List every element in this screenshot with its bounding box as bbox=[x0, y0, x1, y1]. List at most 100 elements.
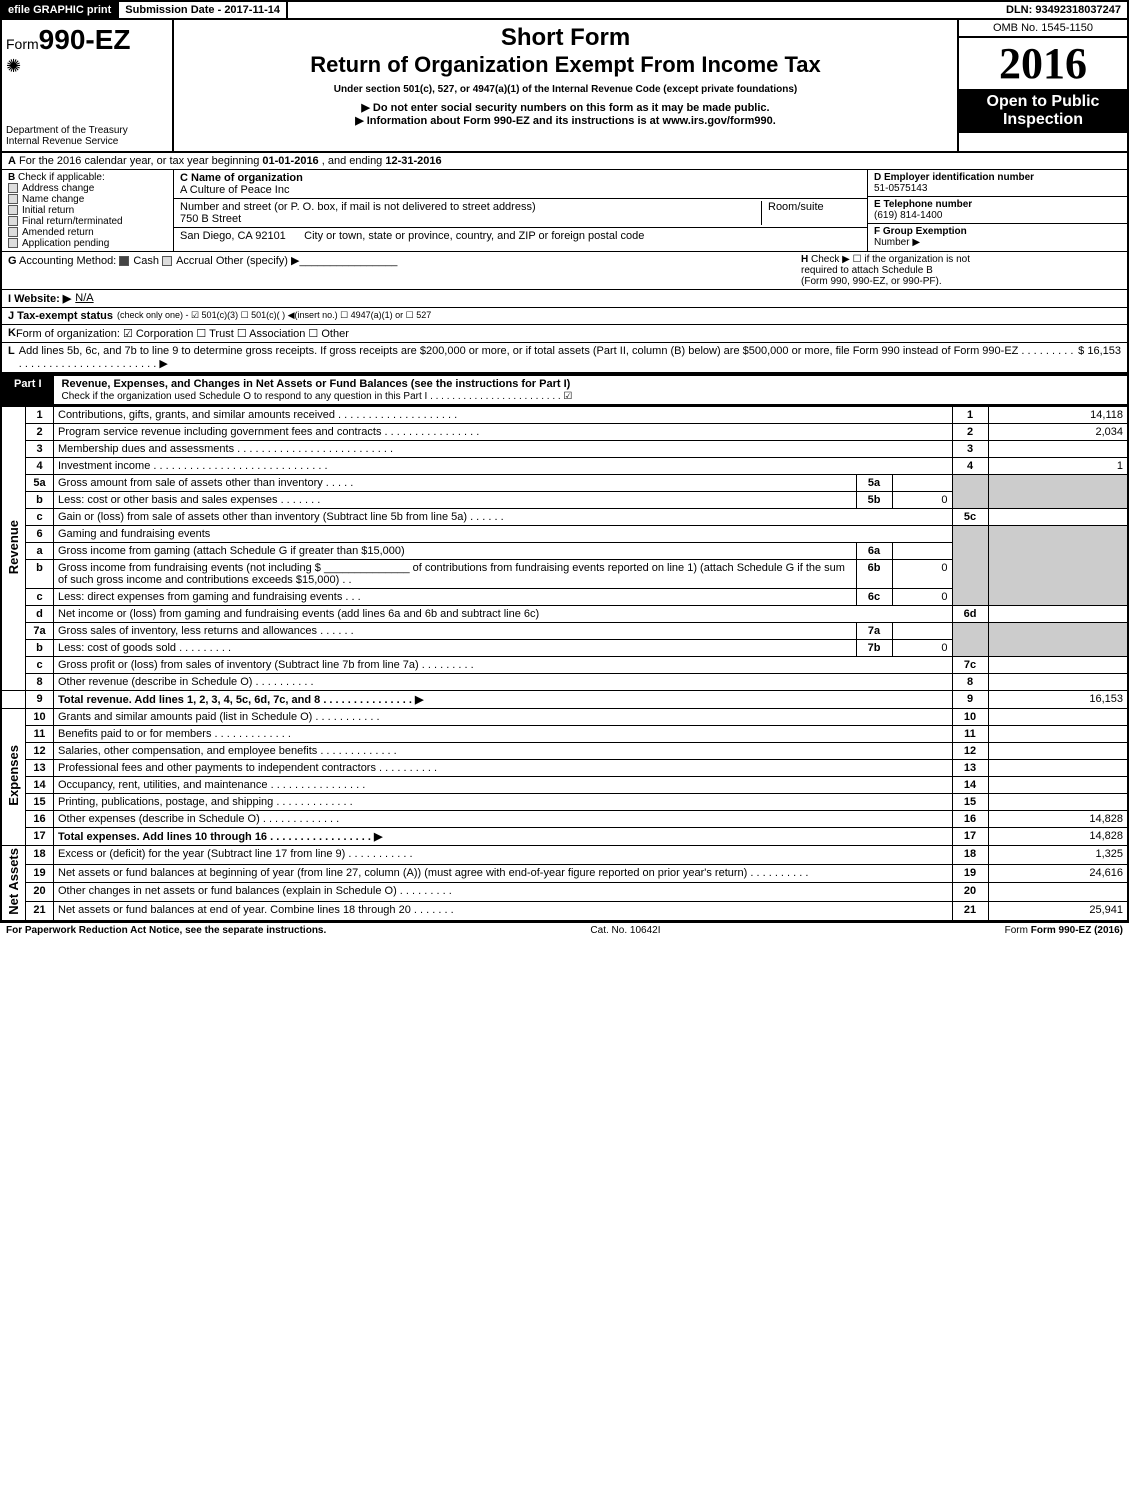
short-form-title: Short Form bbox=[178, 24, 953, 52]
ending-text: , and ending bbox=[322, 155, 383, 167]
section-j-tax-status: J Tax-exempt status (check only one) - ☑… bbox=[0, 308, 1129, 325]
part1-title: Revenue, Expenses, and Changes in Net As… bbox=[54, 376, 581, 404]
line-19-desc: Net assets or fund balances at beginning… bbox=[54, 864, 953, 883]
line-12-desc: Salaries, other compensation, and employ… bbox=[54, 743, 953, 760]
line-7c-desc: Gross profit or (loss) from sales of inv… bbox=[54, 657, 953, 674]
line-13-desc: Professional fees and other payments to … bbox=[54, 760, 953, 777]
efile-tag: efile GRAPHIC print bbox=[2, 2, 119, 18]
i-label: I Website: ▶ bbox=[8, 292, 71, 305]
line-num-20: 20 bbox=[26, 883, 54, 902]
sidelabel-expenses: Expenses bbox=[1, 709, 26, 846]
line-6d-val bbox=[988, 606, 1128, 623]
part1-header: Part I Revenue, Expenses, and Changes in… bbox=[0, 374, 1129, 406]
lbl-cash: Cash bbox=[133, 255, 159, 267]
section-g: G Accounting Method: Cash Accrual Other … bbox=[8, 254, 397, 287]
check-application-pending[interactable] bbox=[8, 238, 18, 248]
line-12-val bbox=[988, 743, 1128, 760]
line-7c-num: 7c bbox=[952, 657, 988, 674]
footer-formref: Form 990-EZ (2016) bbox=[1031, 925, 1123, 936]
line-17-desc-b: Total expenses. Add lines 10 through 16 … bbox=[58, 831, 382, 843]
f-label: F Group Exemption bbox=[874, 226, 967, 237]
line-10-desc: Grants and similar amounts paid (list in… bbox=[54, 709, 953, 726]
open-public-badge: Open to Public Inspection bbox=[959, 89, 1127, 133]
line-14-desc: Occupancy, rent, utilities, and maintena… bbox=[54, 777, 953, 794]
end-date: 12-31-2016 bbox=[385, 155, 441, 167]
check-cash[interactable] bbox=[119, 256, 129, 266]
check-amended[interactable] bbox=[8, 227, 18, 237]
form-number: Form990-EZ bbox=[6, 24, 168, 56]
label-h: H bbox=[801, 254, 808, 265]
c-name-cell: C Name of organization A Culture of Peac… bbox=[174, 170, 867, 199]
line-3-desc: Membership dues and assessments . . . . … bbox=[54, 441, 953, 458]
open-public-line1: Open to Public bbox=[963, 93, 1123, 111]
section-k-org-form: K Form of organization: ☑ Corporation ☐ … bbox=[0, 325, 1129, 343]
part1-table: Revenue 1 Contributions, gifts, grants, … bbox=[0, 406, 1129, 922]
section-g-h: G Accounting Method: Cash Accrual Other … bbox=[0, 252, 1129, 290]
line-num-16: 16 bbox=[26, 811, 54, 828]
line-6a-desc: Gross income from gaming (attach Schedul… bbox=[54, 543, 857, 560]
line-6d-desc: Net income or (loss) from gaming and fun… bbox=[54, 606, 953, 623]
l-amount: $ 16,153 bbox=[1078, 345, 1121, 370]
line-num-6d: d bbox=[26, 606, 54, 623]
line-num-4: 4 bbox=[26, 458, 54, 475]
submission-date: Submission Date - 2017-11-14 bbox=[119, 2, 288, 18]
part1-tab: Part I bbox=[2, 376, 54, 404]
check-initial-return[interactable] bbox=[8, 205, 18, 215]
h-text1: Check ▶ ☐ if the organization is not bbox=[811, 254, 970, 265]
line-num-13: 13 bbox=[26, 760, 54, 777]
year-col: OMB No. 1545-1150 2016 Open to Public In… bbox=[957, 20, 1127, 151]
line-1-desc: Contributions, gifts, grants, and simila… bbox=[54, 407, 953, 424]
c-label: C Name of organization bbox=[180, 172, 303, 184]
line-num-8: 8 bbox=[26, 674, 54, 691]
line-18-val: 1,325 bbox=[988, 846, 1128, 865]
city-cell: San Diego, CA 92101 City or town, state … bbox=[174, 228, 867, 244]
line-num-6a: a bbox=[26, 543, 54, 560]
info-about-link[interactable]: ▶ Information about Form 990-EZ and its … bbox=[178, 114, 953, 127]
line-7a-desc: Gross sales of inventory, less returns a… bbox=[54, 623, 857, 640]
line-15-desc: Printing, publications, postage, and shi… bbox=[54, 794, 953, 811]
k-text: Form of organization: ☑ Corporation ☐ Tr… bbox=[16, 327, 349, 340]
line-4-desc: Investment income . . . . . . . . . . . … bbox=[54, 458, 953, 475]
line-2-val: 2,034 bbox=[988, 424, 1128, 441]
form-990ez: 990-EZ bbox=[39, 24, 131, 55]
check-name-change[interactable] bbox=[8, 194, 18, 204]
line-19-num: 19 bbox=[952, 864, 988, 883]
check-address-change[interactable] bbox=[8, 183, 18, 193]
line-16-val: 14,828 bbox=[988, 811, 1128, 828]
check-accrual[interactable] bbox=[162, 256, 172, 266]
sidelabel-revenue-cont bbox=[1, 691, 26, 709]
line-num-21: 21 bbox=[26, 901, 54, 920]
e-label: E Telephone number bbox=[874, 199, 972, 210]
footer-right: Form Form 990-EZ (2016) bbox=[1005, 925, 1123, 936]
line-7b-desc: Less: cost of goods sold . . . . . . . .… bbox=[54, 640, 857, 657]
line-num-1: 1 bbox=[26, 407, 54, 424]
dept-line2: Internal Revenue Service bbox=[6, 136, 168, 147]
city-value: San Diego, CA 92101 bbox=[180, 230, 286, 242]
line-18-num: 18 bbox=[952, 846, 988, 865]
label-a: A bbox=[8, 155, 16, 167]
g-text: Accounting Method: bbox=[19, 255, 116, 267]
j-text: (check only one) - ☑ 501(c)(3) ☐ 501(c)(… bbox=[117, 310, 431, 322]
line-num-17: 17 bbox=[26, 828, 54, 846]
form-prefix: Form bbox=[6, 36, 39, 52]
line-5a-sub: 5a bbox=[856, 475, 892, 492]
check-final-return[interactable] bbox=[8, 216, 18, 226]
section-d-f: D Employer identification number 51-0575… bbox=[867, 170, 1127, 251]
section-a-text: For the 2016 calendar year, or tax year … bbox=[19, 155, 259, 167]
line-num-11: 11 bbox=[26, 726, 54, 743]
line-12-num: 12 bbox=[952, 743, 988, 760]
line-9-num: 9 bbox=[952, 691, 988, 709]
line-11-desc: Benefits paid to or for members . . . . … bbox=[54, 726, 953, 743]
org-name: A Culture of Peace Inc bbox=[180, 184, 289, 196]
h-text3: (Form 990, 990-EZ, or 990-PF). bbox=[801, 276, 942, 287]
line-14-val bbox=[988, 777, 1128, 794]
j-label: J Tax-exempt status bbox=[8, 310, 113, 322]
line-5b-sub: 5b bbox=[856, 492, 892, 509]
street-cell: Number and street (or P. O. box, if mail… bbox=[174, 199, 867, 228]
line-6b-desc: Gross income from fundraising events (no… bbox=[54, 560, 857, 589]
phone-value: (619) 814-1400 bbox=[874, 210, 942, 221]
line-6b-sub: 6b bbox=[856, 560, 892, 589]
line-num-6: 6 bbox=[26, 526, 54, 543]
e-phone-cell: E Telephone number (619) 814-1400 bbox=[868, 197, 1127, 224]
f-label2: Number ▶ bbox=[874, 237, 920, 248]
